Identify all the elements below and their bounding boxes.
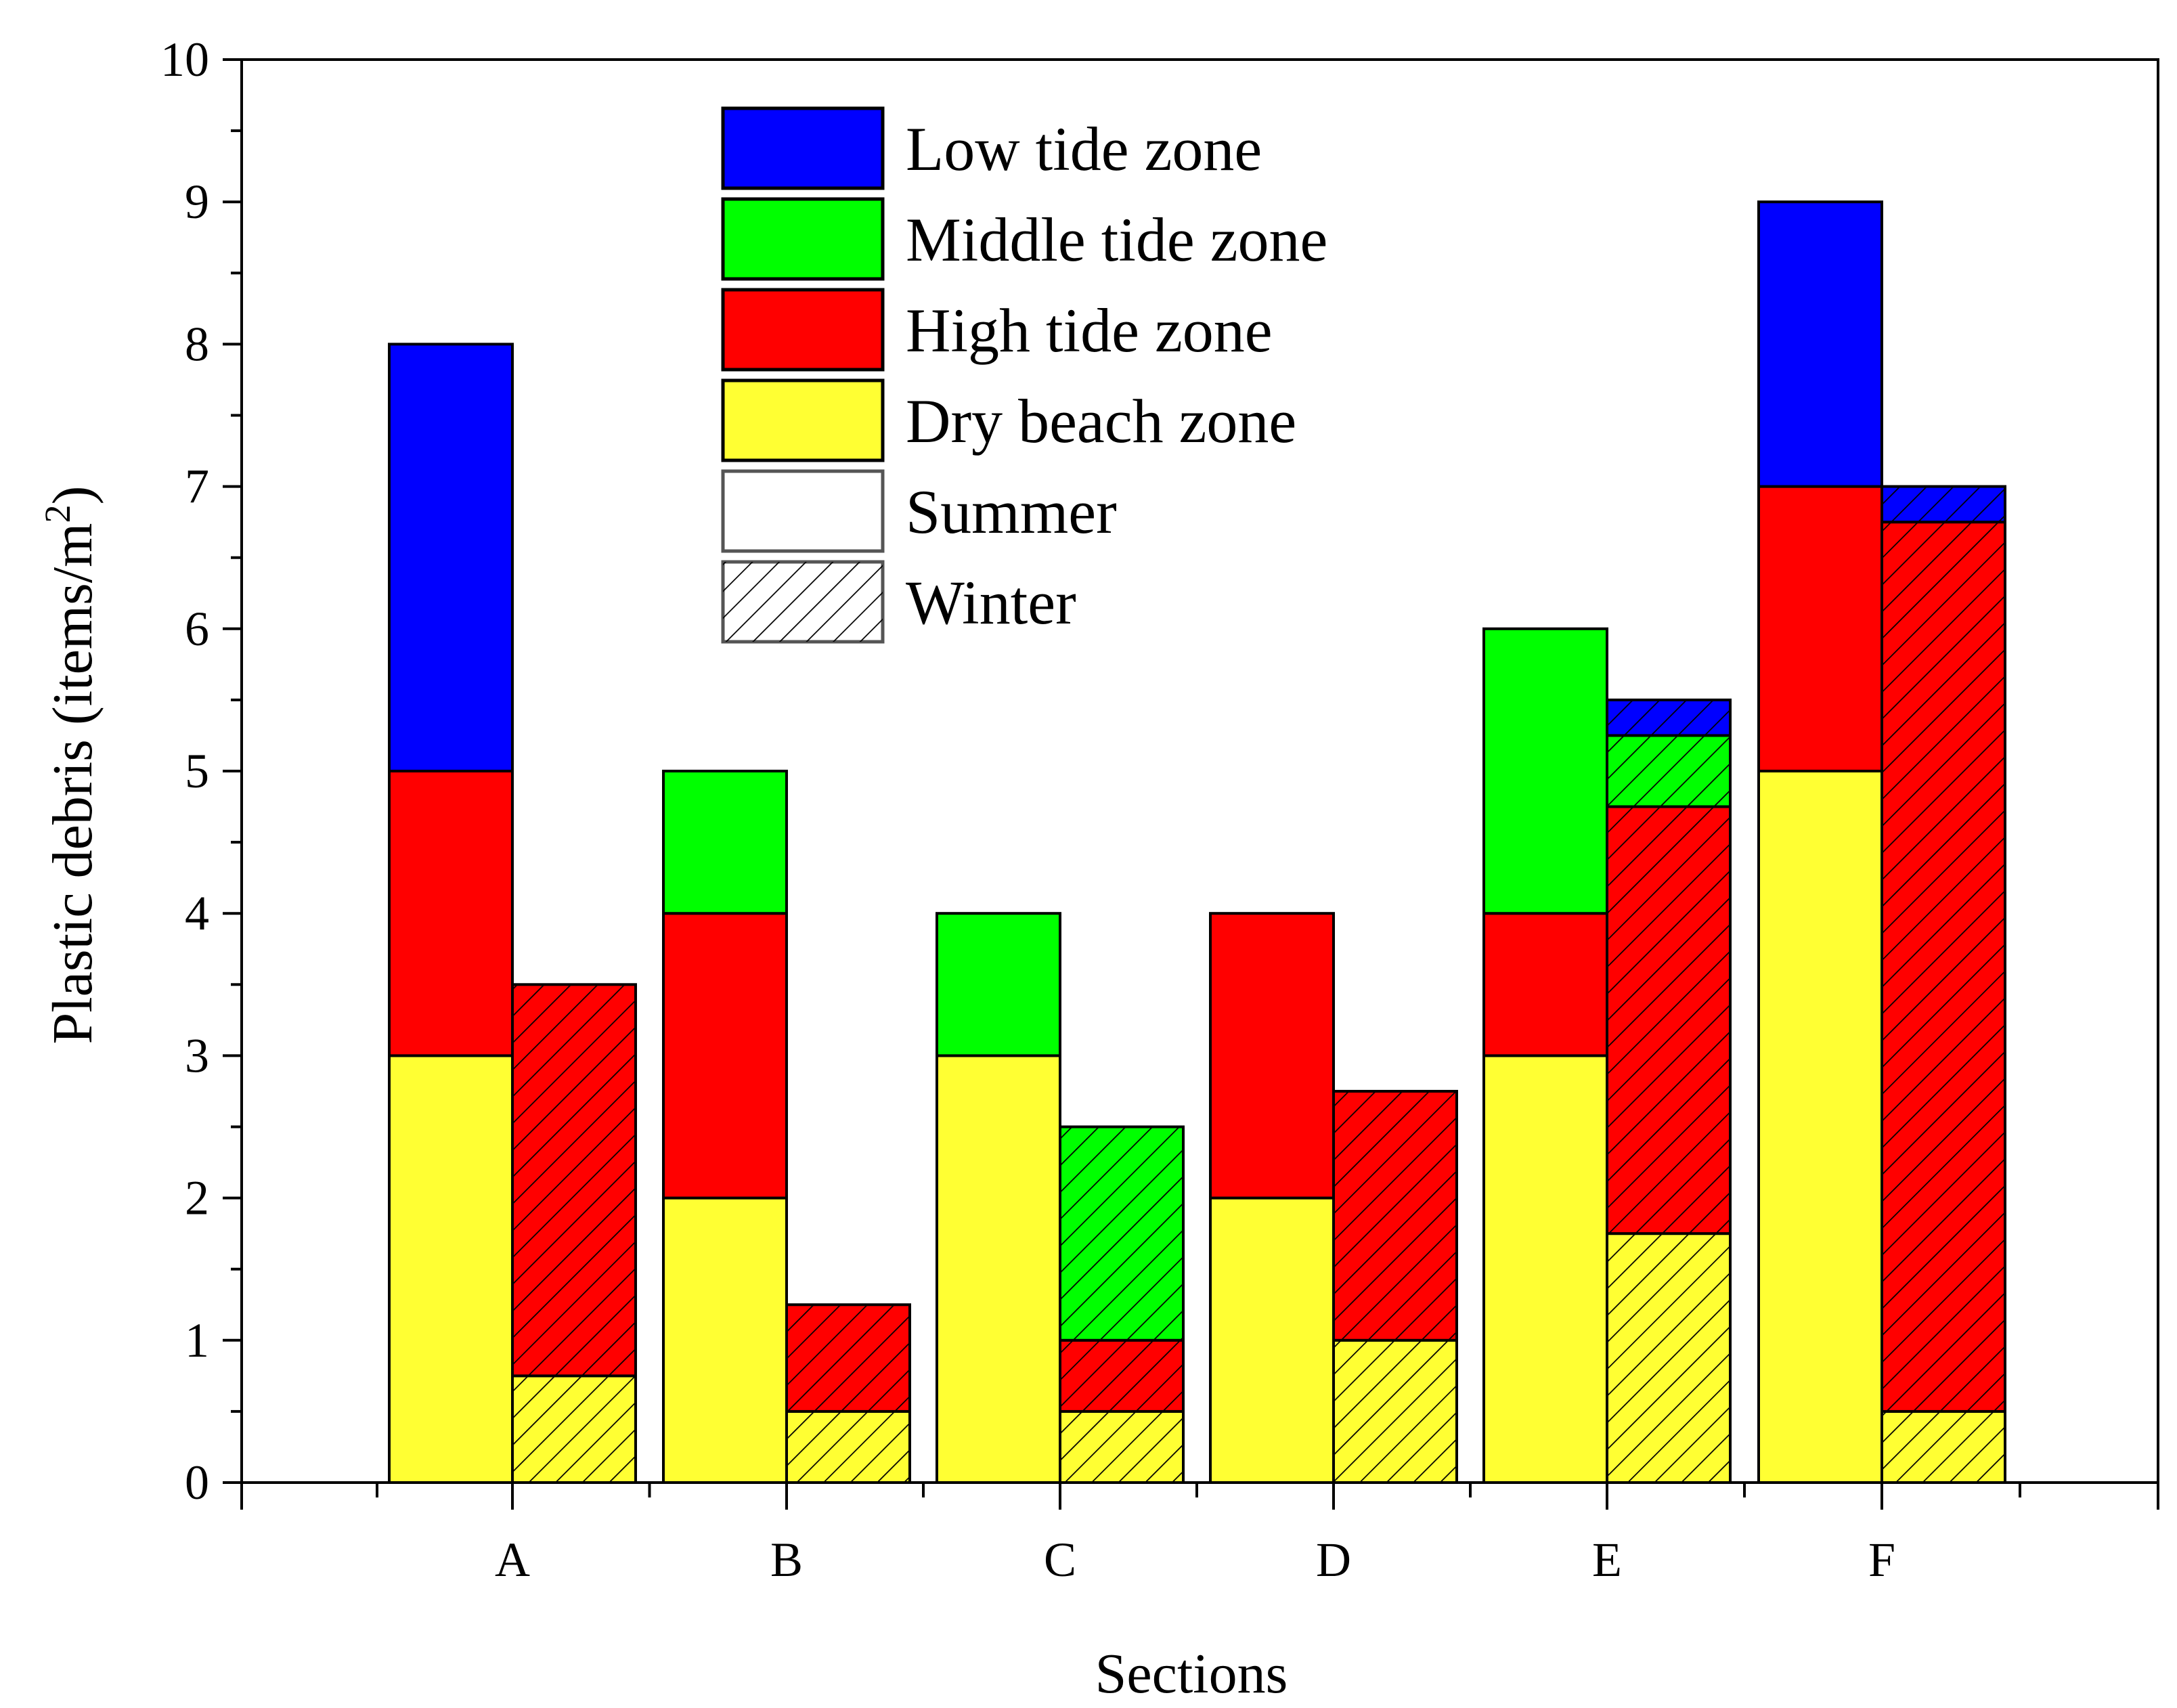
bar-c-winter-dry-beach-zone-hatch: [1060, 1411, 1183, 1483]
x-tick-label: C: [1044, 1533, 1076, 1587]
y-axis-title-main: Plastic debris (items/m: [41, 523, 104, 1045]
y-axis-title: Plastic debris (items/m2): [37, 486, 104, 1045]
y-tick-label: 6: [185, 602, 209, 656]
legend-swatch-dry-beach-zone: [721, 378, 885, 462]
legend-label-middle-tide-zone: Middle tide zone: [906, 205, 1327, 274]
bar-c-winter-high-tide-zone-hatch: [1060, 1340, 1183, 1411]
bar-c-summer-middle-tide-zone: [936, 912, 1061, 1057]
x-tick-label: B: [770, 1533, 803, 1587]
y-axis-title-superscript: 2: [37, 505, 78, 523]
x-tick-label: E: [1592, 1533, 1622, 1587]
x-tick-label: F: [1868, 1533, 1895, 1587]
bar-d-summer-high-tide-zone: [1209, 912, 1335, 1200]
y-tick-label: 8: [185, 317, 209, 371]
y-tick-label: 10: [160, 32, 209, 87]
bar-e-winter-low-tide-zone-hatch: [1607, 699, 1730, 736]
bar-e-summer-dry-beach-zone: [1482, 1054, 1608, 1484]
legend-label-summer: Summer: [906, 477, 1117, 546]
x-tick-label: A: [495, 1533, 530, 1587]
bar-b-winter-high-tide-zone-hatch: [787, 1305, 910, 1411]
bar-b-summer-dry-beach-zone: [662, 1196, 788, 1484]
y-axis: 0 1 2 3 4 5 6 7 8 9 10: [160, 32, 242, 1510]
bar-e-summer-middle-tide-zone: [1482, 627, 1608, 915]
legend-label-dry-beach-zone: Dry beach zone: [906, 387, 1296, 456]
legend-swatch-summer: [721, 469, 885, 553]
y-axis-title-end: ): [41, 486, 104, 505]
y-tick-label: 7: [185, 460, 209, 514]
bar-d-summer-dry-beach-zone: [1209, 1196, 1335, 1484]
bar-b-summer-middle-tide-zone: [662, 770, 788, 915]
bar-c-winter-middle-tide-zone-hatch: [1060, 1126, 1183, 1340]
y-tick-label: 2: [185, 1171, 209, 1225]
bar-e-winter-high-tide-zone-hatch: [1607, 806, 1730, 1234]
legend-swatch-winter-hatch: [723, 562, 883, 642]
bars: [388, 200, 2006, 1485]
legend-swatch-low-tide-zone: [721, 106, 885, 190]
bar-a-summer-low-tide-zone: [388, 343, 514, 772]
bar-d-winter-high-tide-zone-hatch: [1334, 1091, 1457, 1340]
bar-c-summer-dry-beach-zone: [936, 1054, 1061, 1484]
legend-label-low-tide-zone: Low tide zone: [906, 114, 1262, 183]
bar-a-winter-dry-beach-zone-hatch: [512, 1376, 636, 1483]
bar-d-winter-dry-beach-zone-hatch: [1334, 1340, 1457, 1483]
legend-swatch-middle-tide-zone: [721, 197, 885, 281]
bar-a-summer-dry-beach-zone: [388, 1054, 514, 1484]
bar-f-winter-high-tide-zone-hatch: [1882, 522, 2005, 1411]
x-tick-label: D: [1316, 1533, 1351, 1587]
bar-f-winter-low-tide-zone-hatch: [1882, 486, 2005, 523]
bar-b-summer-high-tide-zone: [662, 912, 788, 1200]
bar-f-summer-dry-beach-zone: [1757, 770, 1883, 1484]
legend: Low tide zone Middle tide zone High tide z…: [721, 106, 1327, 644]
legend-label-high-tide-zone: High tide zone: [906, 296, 1273, 365]
y-tick-label: 4: [185, 886, 209, 940]
bar-f-summer-high-tide-zone: [1757, 485, 1883, 772]
bar-f-summer-low-tide-zone: [1757, 200, 1883, 488]
bar-e-winter-dry-beach-zone-hatch: [1607, 1233, 1730, 1483]
y-tick-label: 9: [185, 175, 209, 229]
y-tick-label: 1: [185, 1313, 209, 1367]
bar-f-winter-dry-beach-zone-hatch: [1882, 1411, 2005, 1483]
x-axis: A B C D E F: [240, 1483, 2159, 1587]
bar-e-winter-middle-tide-zone-hatch: [1607, 735, 1730, 807]
y-tick-label: 3: [185, 1028, 209, 1082]
bar-b-winter-dry-beach-zone-hatch: [787, 1411, 910, 1483]
x-axis-title: Sections: [1095, 1642, 1288, 1705]
legend-label-winter: Winter: [906, 568, 1076, 637]
legend-swatch-high-tide-zone: [721, 288, 885, 372]
bar-e-summer-high-tide-zone: [1482, 912, 1608, 1057]
bar-a-summer-high-tide-zone: [388, 770, 514, 1057]
y-tick-label: 5: [185, 744, 209, 798]
y-tick-label: 0: [185, 1455, 209, 1510]
bar-a-winter-high-tide-zone-hatch: [512, 984, 636, 1376]
